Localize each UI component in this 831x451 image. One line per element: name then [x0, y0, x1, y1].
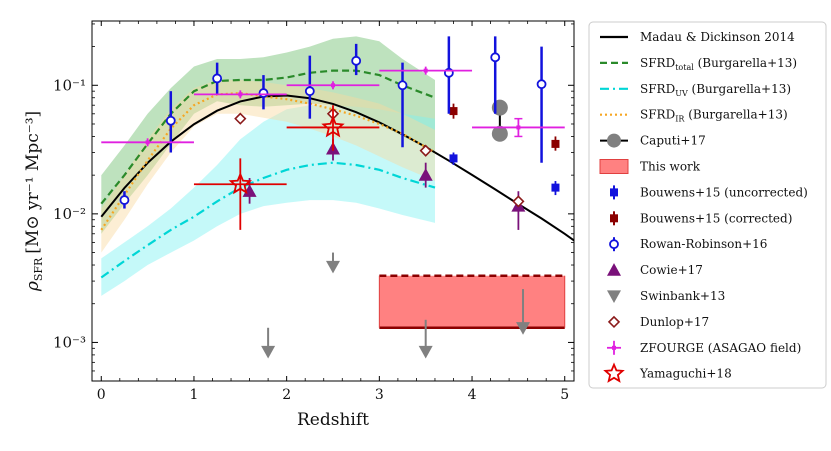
rowan-robinson-point	[397, 80, 408, 91]
swinbank-point	[516, 322, 531, 335]
x-tick-label: 5	[560, 387, 569, 403]
rowan-robinson-point	[536, 79, 547, 90]
legend-swatch-rowan-robinson	[609, 239, 619, 250]
legend-label-sub: UV	[675, 89, 688, 98]
y-axis-label: ρSFR [M⊙ yr⁻¹ Mpc⁻³]	[23, 111, 45, 292]
legend-swatch-caputi	[607, 133, 621, 148]
legend-label-main: SFRD	[640, 82, 675, 96]
zfourge-point	[331, 83, 335, 88]
legend-swatch-this-work	[599, 159, 629, 174]
x-tick-label: 4	[468, 387, 477, 403]
cowie-point	[418, 168, 433, 181]
legend-label-sub: total	[675, 63, 694, 72]
legend-label-caputi: Caputi+17	[640, 134, 706, 148]
legend-label-madau: Madau & Dickinson 2014	[640, 30, 795, 44]
bouwens-corr-point	[449, 107, 458, 116]
legend-label-swinbank: Swinbank+13	[640, 289, 725, 303]
caputi-point	[491, 125, 508, 142]
plot-frame	[91, 20, 575, 382]
y-tick-label: 10⁻³	[53, 333, 86, 351]
dunlop-point	[419, 144, 432, 157]
zfourge-point	[423, 68, 428, 73]
madau-curve	[100, 94, 574, 242]
legend-label-main: SFRD	[640, 56, 675, 70]
rowan-robinson-point	[304, 86, 315, 97]
y-axis-label-main: ρ	[23, 281, 43, 292]
yamaguchi-point	[228, 171, 253, 195]
x-tick-label: 3	[375, 387, 384, 403]
rowan-robinson-point	[212, 73, 223, 84]
legend-label-bouwens-corr: Bouwens+15 (corrected)	[640, 211, 792, 225]
y-axis-label-units: [M⊙ yr⁻¹ Mpc⁻³]	[23, 111, 43, 254]
shaded-bands	[101, 36, 436, 296]
legend-frame	[588, 21, 827, 389]
legend-label-this-work: This work	[640, 160, 701, 174]
x-axis-label: Redshift	[297, 410, 369, 430]
rowan-robinson-point	[490, 52, 501, 63]
sfrd-uv-band	[101, 105, 436, 296]
rowan-robinson-point	[258, 88, 269, 98]
this-work-box	[379, 275, 565, 328]
axis-ticks: 0 1 2 3 4 5 10⁻³ 10⁻² 10⁻¹	[53, 21, 574, 403]
sfrd-total-curve	[100, 69, 436, 205]
legend-label-tail: (Burgarella+13)	[694, 56, 797, 70]
legend-label-tail: (Burgarella+13)	[684, 108, 787, 122]
model-curves	[100, 69, 574, 279]
swinbank-point	[261, 345, 276, 359]
x-tick-label: 0	[97, 387, 106, 403]
rowan-robinson-point	[351, 55, 362, 66]
dunlop-point	[234, 112, 247, 125]
legend-swatch-cowie	[607, 263, 621, 276]
x-tick-label: 1	[190, 387, 199, 403]
bouwens-uncorr-point	[449, 154, 458, 163]
zfourge-point	[516, 125, 521, 130]
cowie-point	[242, 184, 257, 197]
legend-label-sfrd-total: SFRDtotal (Burgarella+13)	[640, 56, 797, 72]
legend-swatch-bouwens-uncorr	[610, 188, 618, 197]
sfrd-uv-curve	[100, 161, 436, 279]
legend-label-dunlop: Dunlop+17	[640, 315, 709, 329]
y-tick-label: 10⁻²	[53, 205, 86, 223]
y-tick-label: 10⁻¹	[53, 76, 86, 94]
zfourge-point	[238, 92, 243, 97]
yamaguchi-point	[321, 115, 345, 138]
legend-swatch-dunlop	[607, 315, 621, 329]
legend-label-bouwens-uncorr: Bouwens+15 (uncorrected)	[640, 185, 808, 199]
bouwens-corr-point	[551, 139, 560, 148]
legend-swatch-bouwens-corr	[610, 214, 618, 223]
this-work-box-layer	[378, 274, 566, 330]
legend-swatch-zfourge	[612, 345, 616, 350]
legend-label-sfrd-uv: SFRDUV (Burgarella+13)	[640, 82, 791, 98]
legend-label-yamaguchi: Yamaguchi+18	[639, 367, 732, 381]
legend-label-sub: IR	[675, 115, 685, 124]
zfourge-point	[145, 140, 150, 145]
swinbank-point	[326, 260, 340, 274]
x-tick-label: 2	[282, 387, 291, 403]
rowan-robinson-point	[119, 195, 130, 205]
bouwens-uncorr-point	[551, 183, 560, 192]
legend-label-cowie: Cowie+17	[640, 263, 703, 277]
legend-label-sfrd-ir: SFRDIR (Burgarella+13)	[640, 108, 788, 124]
legend-label-main: SFRD	[640, 108, 675, 122]
legend-label-zfourge: ZFOURGE (ASAGAO field)	[640, 341, 801, 355]
rowan-robinson-point	[165, 115, 176, 126]
data-points	[101, 36, 565, 359]
legend-swatch-yamaguchi	[603, 362, 625, 383]
legend-label-rowan-robinson: Rowan-Robinson+16	[640, 237, 767, 251]
y-axis-label-sub: SFR	[32, 257, 45, 281]
legend-swatch-swinbank	[607, 290, 621, 303]
legend-label-tail: (Burgarella+13)	[688, 82, 791, 96]
sfrd-ir-curve	[100, 91, 436, 231]
sfrd-ir-band	[101, 80, 436, 253]
swinbank-point	[418, 345, 433, 359]
dunlop-point	[512, 195, 525, 208]
